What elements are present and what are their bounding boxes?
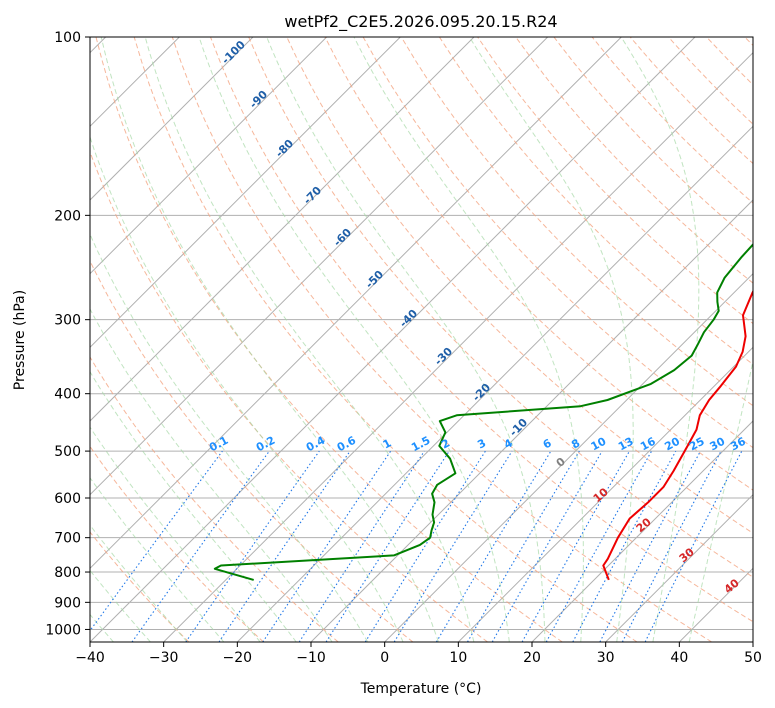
dry-adiabat xyxy=(400,37,753,407)
mixing-ratio-line xyxy=(545,450,653,642)
dry-adiabat xyxy=(324,37,753,491)
moist-adiabat xyxy=(90,476,225,642)
y-tick-label: 300 xyxy=(54,313,81,329)
mixing-ratio-label: 16 xyxy=(638,435,658,454)
reference-lines xyxy=(90,37,753,642)
isotherm-50 xyxy=(752,641,753,642)
x-tick-label: 40 xyxy=(670,650,688,666)
moist-adiabat xyxy=(144,37,475,642)
y-tick-label: 500 xyxy=(54,444,81,460)
x-tick-label: −40 xyxy=(75,650,105,666)
mixing-ratio-line xyxy=(131,450,270,642)
isotherm-20 xyxy=(531,420,753,642)
isotherm--70 xyxy=(90,37,475,422)
isotherm--50 xyxy=(90,37,622,570)
moist-adiabat xyxy=(90,135,404,642)
isotherm--40 xyxy=(90,37,696,642)
isotherm--100 xyxy=(90,37,254,201)
x-axis-label: Temperature (°C) xyxy=(360,681,482,697)
moist-adiabat xyxy=(266,37,546,642)
y-tick-label: 400 xyxy=(54,387,81,403)
mixing-ratio-label: 30 xyxy=(708,435,728,454)
mixing-ratio-line xyxy=(325,450,450,642)
isotherm--30 xyxy=(163,51,753,642)
y-tick-label: 700 xyxy=(54,531,81,547)
mixing-ratio-line xyxy=(185,450,320,642)
x-tick-label: 0 xyxy=(380,650,389,666)
plot-background xyxy=(90,37,753,642)
x-tick-label: −10 xyxy=(296,650,326,666)
x-tick-label: 10 xyxy=(449,650,467,666)
mixing-ratio-label: 20 xyxy=(662,435,682,454)
dry-adiabat xyxy=(248,37,753,578)
moist-adiabat xyxy=(100,37,439,642)
dry-adiabat xyxy=(171,37,712,642)
mixing-ratio-line xyxy=(298,450,425,642)
moist-adiabat xyxy=(90,308,333,642)
dry-adiabat xyxy=(210,37,753,623)
mixing-ratio-line xyxy=(262,450,392,642)
y-tick-label: 600 xyxy=(54,491,81,507)
temperature-line xyxy=(602,289,753,581)
mixing-ratio-label: 10 xyxy=(589,435,609,454)
y-tick-label: 800 xyxy=(54,565,81,581)
mixing-ratio-line xyxy=(393,450,513,642)
tick-layer: −40 −30 −20 −10 0 10 20 30 40 50 100 200 300 400 500 60… xyxy=(45,30,762,666)
mixing-ratio-line xyxy=(644,450,743,642)
series-layer xyxy=(213,242,753,581)
isotherm--20 xyxy=(236,125,753,642)
mixing-ratio-line xyxy=(218,450,351,642)
isotherm--80 xyxy=(90,37,401,349)
mixing-ratio-label: 13 xyxy=(616,435,636,454)
moist-adiabat xyxy=(353,37,584,642)
dry-adiabat xyxy=(515,37,753,284)
moist-adiabat xyxy=(90,426,261,642)
mixing-ratio-label: 36 xyxy=(728,435,748,454)
moist-adiabat xyxy=(198,37,510,642)
mixing-ratio-line xyxy=(572,450,677,642)
isotherm-0 xyxy=(384,272,753,642)
dry-adiabat xyxy=(90,531,190,642)
dry-adiabat xyxy=(95,37,563,642)
y-tick-label: 1000 xyxy=(45,622,81,638)
mixing-ratio-line xyxy=(90,450,223,632)
chart-title: wetPf2_C2E5.2026.095.20.15.R24 xyxy=(284,12,557,32)
x-tick-label: 20 xyxy=(523,650,541,666)
x-tick-label: 50 xyxy=(744,650,762,666)
moist-adiabat xyxy=(620,37,700,642)
isotherm-10 xyxy=(457,346,753,642)
grid-layer xyxy=(90,37,753,642)
x-tick-label: 30 xyxy=(597,650,615,666)
y-tick-label: 100 xyxy=(54,30,81,46)
x-tick-label: −30 xyxy=(149,650,179,666)
dry-adiabat xyxy=(90,445,264,642)
y-axis-label: Pressure (hPa) xyxy=(12,290,28,390)
isotherm-30 xyxy=(605,493,753,642)
isotherm--90 xyxy=(90,37,328,275)
y-tick-label: 200 xyxy=(54,208,81,224)
moist-adiabat xyxy=(90,232,369,642)
dry-adiabat xyxy=(90,150,488,642)
y-tick-label: 900 xyxy=(54,595,81,611)
isotherm--60 xyxy=(90,37,549,496)
mixing-ratio-label: 25 xyxy=(687,435,707,454)
dry-adiabat xyxy=(90,356,339,642)
dewpoint-line xyxy=(213,242,753,581)
dry-adiabat xyxy=(90,259,414,642)
moist-adiabat xyxy=(688,358,753,642)
dry-adiabat xyxy=(438,37,753,366)
dry-adiabat xyxy=(133,37,638,642)
x-tick-label: −20 xyxy=(223,650,253,666)
mixing-ratio-line xyxy=(521,450,630,642)
plot-frame xyxy=(89,36,754,643)
